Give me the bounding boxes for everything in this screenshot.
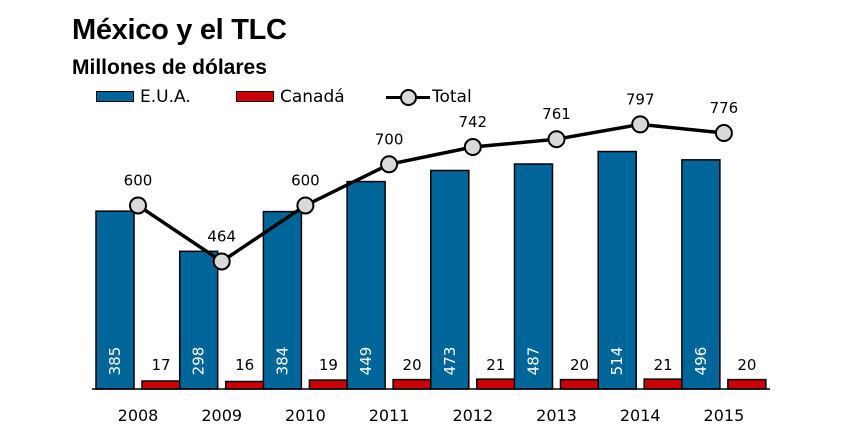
- bar-eua-2010: [262, 210, 303, 390]
- bar-label-eua-2012: 473: [441, 347, 459, 376]
- bar-canada-2014: [643, 378, 683, 390]
- bar-label-eua-2013: 487: [525, 347, 543, 376]
- x-tick-label-2010: 2010: [285, 406, 326, 425]
- marker-total-2013: [547, 130, 566, 149]
- bar-label-canada-2008: 17: [151, 356, 170, 374]
- bar-canada-2011: [392, 378, 432, 390]
- chart-title: México y el TLC: [72, 14, 287, 46]
- marker-total-2009: [212, 252, 231, 271]
- legend-label-eua: E.U.A.: [140, 87, 191, 107]
- x-tick-label-2014: 2014: [620, 406, 661, 425]
- bar-label-canada-2010: 19: [319, 356, 338, 374]
- marker-total-2012: [463, 138, 482, 157]
- bar-eua-2008: [95, 210, 135, 390]
- bar-canada-2008: [141, 380, 181, 390]
- x-tick-label-2015: 2015: [704, 406, 745, 425]
- bar-label-canada-2014: 21: [654, 356, 673, 374]
- bar-canada-2015: [727, 378, 767, 390]
- marker-total-2008: [129, 196, 147, 215]
- x-tick-label-2011: 2011: [369, 406, 410, 425]
- x-tick-label-2009: 2009: [201, 406, 242, 425]
- bar-canada-2013: [559, 378, 600, 390]
- x-tick-label-2013: 2013: [536, 406, 577, 425]
- label-total-2009: 464: [207, 227, 236, 245]
- bar-label-eua-2011: 449: [357, 347, 375, 376]
- label-total-2010: 600: [291, 171, 320, 189]
- bar-canada-2012: [476, 378, 516, 390]
- bar-eua-2014: [597, 150, 637, 390]
- bar-label-eua-2010: 384: [273, 347, 291, 376]
- marker-total-2010: [296, 196, 315, 215]
- bar-eua-2013: [513, 163, 554, 390]
- bar-canada-2010: [308, 379, 349, 390]
- marker-total-2011: [380, 155, 399, 174]
- label-total-2015: 776: [710, 99, 739, 117]
- legend-label-canada: Canadá: [280, 87, 345, 107]
- bar-label-canada-2011: 20: [403, 356, 422, 374]
- x-tick-label-2008: 2008: [118, 406, 159, 425]
- legend-swatch-eua: [96, 91, 134, 102]
- marker-total-2014: [631, 115, 650, 134]
- chart-subtitle: Millones de dólares: [72, 56, 267, 79]
- legend-marker-total: [400, 89, 417, 106]
- bar-label-canada-2013: 20: [570, 356, 589, 374]
- bar-label-eua-2015: 496: [692, 347, 710, 376]
- bar-label-canada-2009: 16: [235, 356, 254, 374]
- bar-eua-2015: [681, 159, 721, 390]
- bar-label-eua-2008: 385: [106, 347, 124, 376]
- label-total-2013: 761: [542, 105, 571, 123]
- label-total-2008: 600: [124, 171, 153, 189]
- x-tick-label-2012: 2012: [452, 406, 493, 425]
- label-total-2014: 797: [626, 90, 655, 108]
- bar-label-canada-2015: 20: [737, 356, 756, 374]
- legend-swatch-canada: [236, 91, 274, 102]
- bar-canada-2009: [224, 380, 265, 390]
- legend-label-total: Total: [432, 87, 472, 107]
- line-total: [137, 122, 725, 264]
- label-total-2011: 700: [375, 130, 404, 148]
- bar-label-eua-2014: 514: [608, 347, 626, 376]
- bar-label-eua-2009: 298: [190, 347, 208, 376]
- label-total-2012: 742: [458, 113, 487, 131]
- marker-total-2015: [714, 124, 733, 143]
- bar-label-canada-2012: 21: [486, 356, 505, 374]
